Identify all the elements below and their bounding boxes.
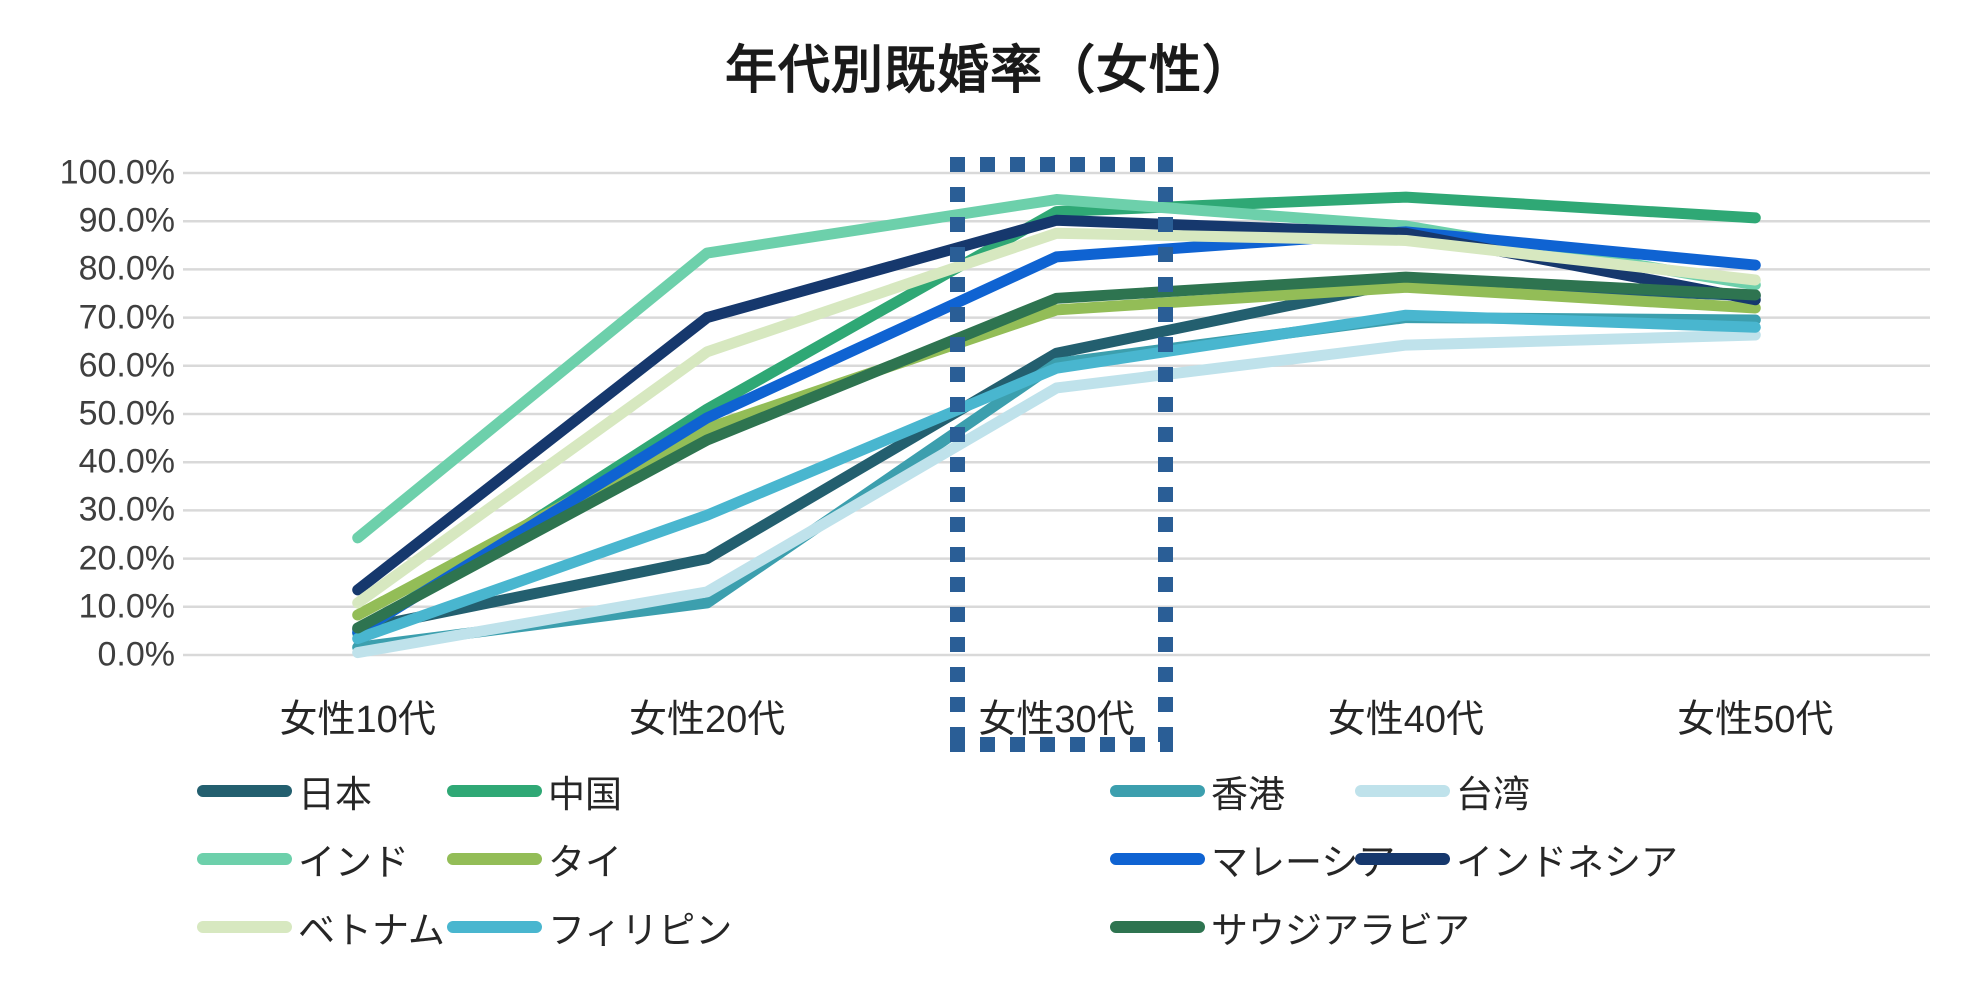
y-tick-label: 70.0% xyxy=(78,298,175,337)
legend-swatch xyxy=(197,921,292,933)
legend-swatch xyxy=(1110,853,1205,865)
x-axis-label: 女性20代 xyxy=(628,699,786,741)
y-tick-label: 40.0% xyxy=(78,442,175,481)
series-line-インドネシア xyxy=(352,214,1761,596)
y-tick-label: 10.0% xyxy=(78,587,175,626)
legend-label: タイ xyxy=(548,842,622,883)
chart-title: 年代別既婚率（女性） xyxy=(724,42,1256,100)
y-tick-label: 50.0% xyxy=(78,394,175,433)
legend-item-インド: インド xyxy=(197,832,409,886)
legend-item-中国: 中国 xyxy=(447,764,622,818)
legend-swatch xyxy=(1355,785,1450,797)
legend-item-台湾: 台湾 xyxy=(1355,764,1530,818)
y-tick-label: 80.0% xyxy=(78,249,175,288)
x-axis-label: 女性10代 xyxy=(279,699,436,741)
y-tick-label: 90.0% xyxy=(78,201,175,240)
x-axis-label: 女性50代 xyxy=(1677,699,1834,741)
legend-item-マレーシア: マレーシア xyxy=(1110,832,1395,886)
legend-swatch xyxy=(447,785,542,797)
legend-item-香港: 香港 xyxy=(1110,764,1285,818)
x-axis-label: 女性30代 xyxy=(978,699,1135,741)
legend-swatch xyxy=(197,785,292,797)
y-tick-label: 20.0% xyxy=(78,539,175,578)
x-axis-label: 女性40代 xyxy=(1327,699,1485,741)
legend-label: 中国 xyxy=(548,774,622,815)
legend-item-フィリピン: フィリピン xyxy=(447,900,732,954)
legend-swatch xyxy=(1355,853,1450,865)
legend-label: 香港 xyxy=(1211,774,1285,815)
legend-label: サウジアラビア xyxy=(1211,910,1470,951)
y-tick-label: 0.0% xyxy=(97,635,176,674)
legend-swatch xyxy=(1110,785,1205,797)
legend-label: インド xyxy=(298,842,409,883)
legend-label: インドネシア xyxy=(1456,842,1678,883)
legend-swatch xyxy=(197,853,292,865)
legend-label: フィリピン xyxy=(548,910,733,951)
legend-label: ベトナム xyxy=(298,910,445,951)
legend-label: 台湾 xyxy=(1456,774,1530,815)
y-tick-label: 30.0% xyxy=(78,490,175,529)
legend-swatch xyxy=(447,921,542,933)
legend-item-タイ: タイ xyxy=(447,832,622,886)
legend-label: 日本 xyxy=(298,774,372,815)
y-tick-label: 60.0% xyxy=(78,346,175,385)
y-tick-label: 100.0% xyxy=(59,153,175,192)
legend-item-サウジアラビア: サウジアラビア xyxy=(1110,900,1470,954)
legend-item-インドネシア: インドネシア xyxy=(1355,832,1678,886)
legend-item-日本: 日本 xyxy=(197,764,372,818)
legend-swatch xyxy=(1110,921,1205,933)
legend-item-ベトナム: ベトナム xyxy=(197,900,445,954)
legend-swatch xyxy=(447,853,542,865)
